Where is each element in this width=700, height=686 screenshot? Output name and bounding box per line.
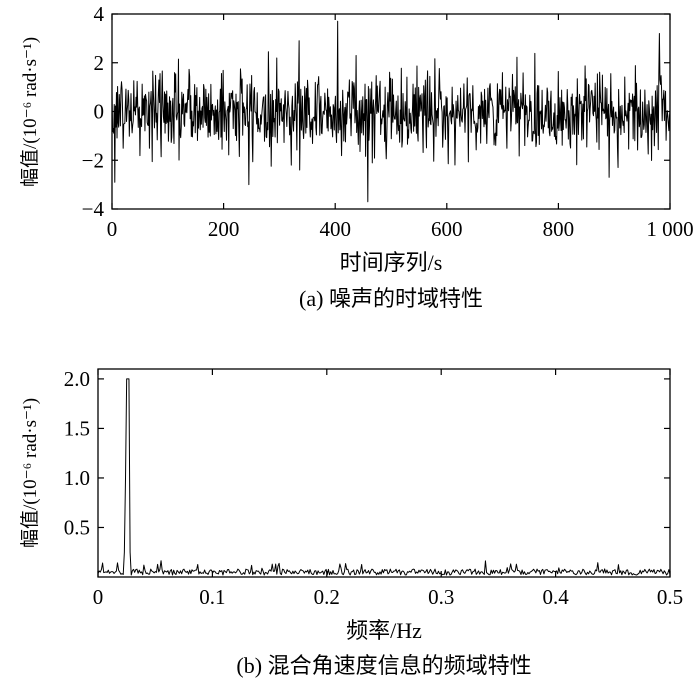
- chart-a-y-tick-label: 0: [94, 100, 105, 124]
- chart-b-y-ticks: 0.5 1.0 1.5 2.0: [64, 367, 670, 539]
- chart-b-x-axis-label: 频率/Hz: [346, 618, 422, 643]
- chart-b: 0 0.1 0.2 0.3 0.4 0.5 0.5 1.0 1.5 2.0 频率/Hz 幅值/(…: [19, 367, 683, 678]
- spectrum-trace-line: [97, 378, 671, 576]
- chart-b-x-tick-label: 0.3: [428, 585, 454, 609]
- chart-a-x-tick-label: 600: [431, 217, 463, 241]
- chart-a-y-tick-label: −2: [82, 148, 104, 172]
- chart-a-y-ticks: −4 −2 0 2 4: [82, 2, 670, 221]
- chart-a-y-tick-label: −4: [82, 197, 105, 221]
- chart-b-x-tick-label: 0.1: [199, 585, 225, 609]
- chart-b-frame: [97, 368, 671, 578]
- chart-b-x-tick-label: 0: [93, 585, 104, 609]
- chart-a-y-tick-label: 4: [94, 2, 105, 26]
- chart-a-y-axis-label: 幅值/(10⁻⁶ rad·s⁻¹): [19, 37, 41, 187]
- chart-a-x-tick-label: 400: [319, 217, 351, 241]
- chart-b-x-tick-label: 0.2: [314, 585, 340, 609]
- chart-a-caption: (a) 噪声的时域特性: [299, 286, 483, 311]
- chart-a: 0 200 400 600 800 1 000 −4 −2 0 2 4 时间序列/s 幅值/(10…: [19, 2, 694, 311]
- noise-trace-line: [111, 20, 671, 203]
- chart-b-x-tick-label: 0.5: [657, 585, 683, 609]
- chart-a-x-tick-label: 0: [107, 217, 118, 241]
- chart-b-y-tick-label: 0.5: [64, 515, 90, 539]
- noise-trace-series: [111, 20, 671, 203]
- chart-a-x-ticks: 0 200 400 600 800 1 000: [107, 14, 694, 241]
- chart-b-x-tick-label: 0.4: [542, 585, 569, 609]
- chart-b-y-tick-label: 1.0: [64, 466, 90, 490]
- chart-a-x-tick-label: 800: [543, 217, 575, 241]
- chart-a-x-tick-label: 1 000: [646, 217, 693, 241]
- spectrum-trace-series: [97, 378, 671, 576]
- chart-b-y-tick-label: 2.0: [64, 367, 90, 391]
- chart-a-x-tick-label: 200: [208, 217, 240, 241]
- chart-b-caption: (b) 混合角速度信息的频域特性: [236, 653, 531, 678]
- chart-b-y-axis-label: 幅值/(10⁻⁶ rad·s⁻¹): [19, 398, 41, 548]
- chart-b-x-ticks: 0 0.1 0.2 0.3 0.4 0.5: [93, 369, 683, 609]
- chart-a-x-axis-label: 时间序列/s: [340, 250, 443, 275]
- chart-a-y-tick-label: 2: [94, 51, 105, 75]
- chart-b-y-tick-label: 1.5: [64, 416, 90, 440]
